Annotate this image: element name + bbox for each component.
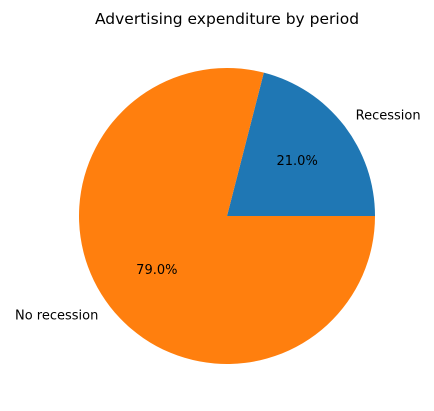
pie-slice-no-recession: [79, 68, 376, 364]
pct-label-recession: 21.0%: [277, 154, 318, 169]
slice-label-no-recession: No recession: [15, 308, 98, 323]
pie-labels: Recession 21.0% No recession 79.0%: [15, 109, 421, 324]
pie-slices: [79, 68, 376, 364]
pie-slice-recession: [227, 72, 375, 216]
pct-label-no-recession: 79.0%: [136, 263, 177, 278]
slice-label-recession: Recession: [356, 109, 421, 124]
chart-title: Advertising expenditure by period: [95, 10, 359, 28]
